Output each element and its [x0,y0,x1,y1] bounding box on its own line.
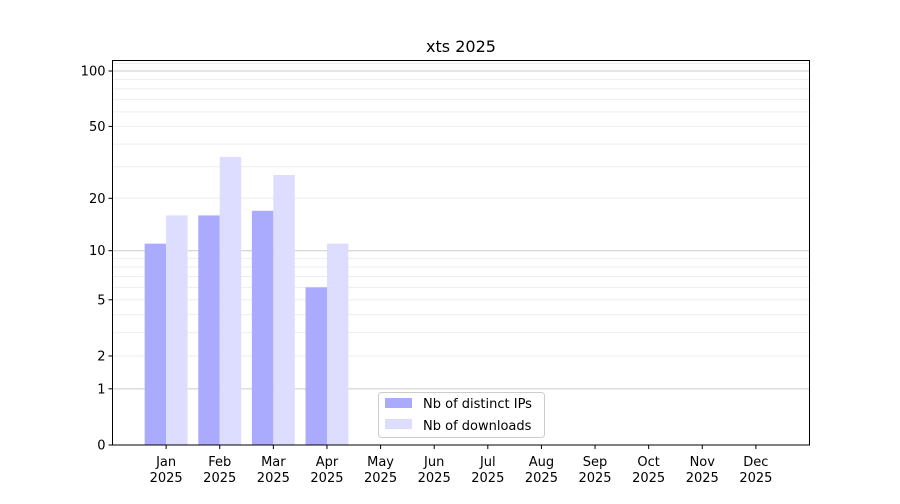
bar-ips [305,287,327,445]
x-tick-label-year: 2025 [578,471,611,486]
x-tick-label-month: Sep [583,455,608,470]
y-tick-label: 0 [97,439,105,454]
legend: Nb of distinct IPs Nb of downloads [378,392,545,438]
x-tick-label-year: 2025 [686,471,719,486]
legend-box [378,392,545,438]
x-tick-label-year: 2025 [418,471,451,486]
y-tick-label: 20 [89,192,106,207]
x-tick-label-year: 2025 [525,471,558,486]
legend-label-downloads: Nb of downloads [423,419,532,434]
y-tick-label: 10 [89,244,106,259]
x-tick-label-year: 2025 [257,471,290,486]
legend-swatch-downloads [385,419,412,429]
x-tick-label-month: Aug [529,455,554,470]
y-tick-label: 100 [81,65,106,80]
x-tick-label-year: 2025 [150,471,183,486]
bar-downloads [219,156,242,445]
x-tick-label-month: Nov [690,455,716,470]
x-tick-label-month: Jan [155,455,176,470]
x-tick-label-month: May [367,455,394,470]
x-tick-label-month: Jun [423,455,444,470]
bar-ips [198,215,220,445]
x-axis: Jan2025Feb2025Mar2025Apr2025May2025Jun20… [150,445,772,486]
plot-frame [112,60,810,446]
x-tick-label-month: Dec [743,455,768,470]
legend-label-ips: Nb of distinct IPs [423,397,532,412]
bar-downloads [326,243,349,445]
bar-ips [144,243,167,445]
x-tick-label-year: 2025 [739,471,772,486]
x-tick-label-year: 2025 [310,471,343,486]
x-tick-label-month: Mar [261,455,286,470]
x-tick-label-month: Feb [208,455,231,470]
y-tick-label: 1 [97,382,105,397]
x-tick-label-month: Apr [316,455,339,470]
bars [144,156,349,445]
x-tick-label-year: 2025 [203,471,236,486]
y-tick-label: 5 [97,293,105,308]
legend-swatch-ips [385,398,412,408]
chart-title: xts 2025 [426,37,496,56]
x-tick-label-month: Oct [637,455,659,470]
bar-ips [251,210,274,445]
y-tick-label: 50 [89,120,106,135]
y-tick-label: 2 [97,349,105,364]
bar-downloads [166,215,188,445]
x-tick-label-year: 2025 [632,471,665,486]
x-tick-label-month: Jul [479,455,496,470]
x-tick-label-year: 2025 [364,471,397,486]
bar-downloads [273,174,295,445]
y-axis: 0 1 2 5 10 20 50 100 [81,65,113,454]
x-tick-label-year: 2025 [471,471,504,486]
